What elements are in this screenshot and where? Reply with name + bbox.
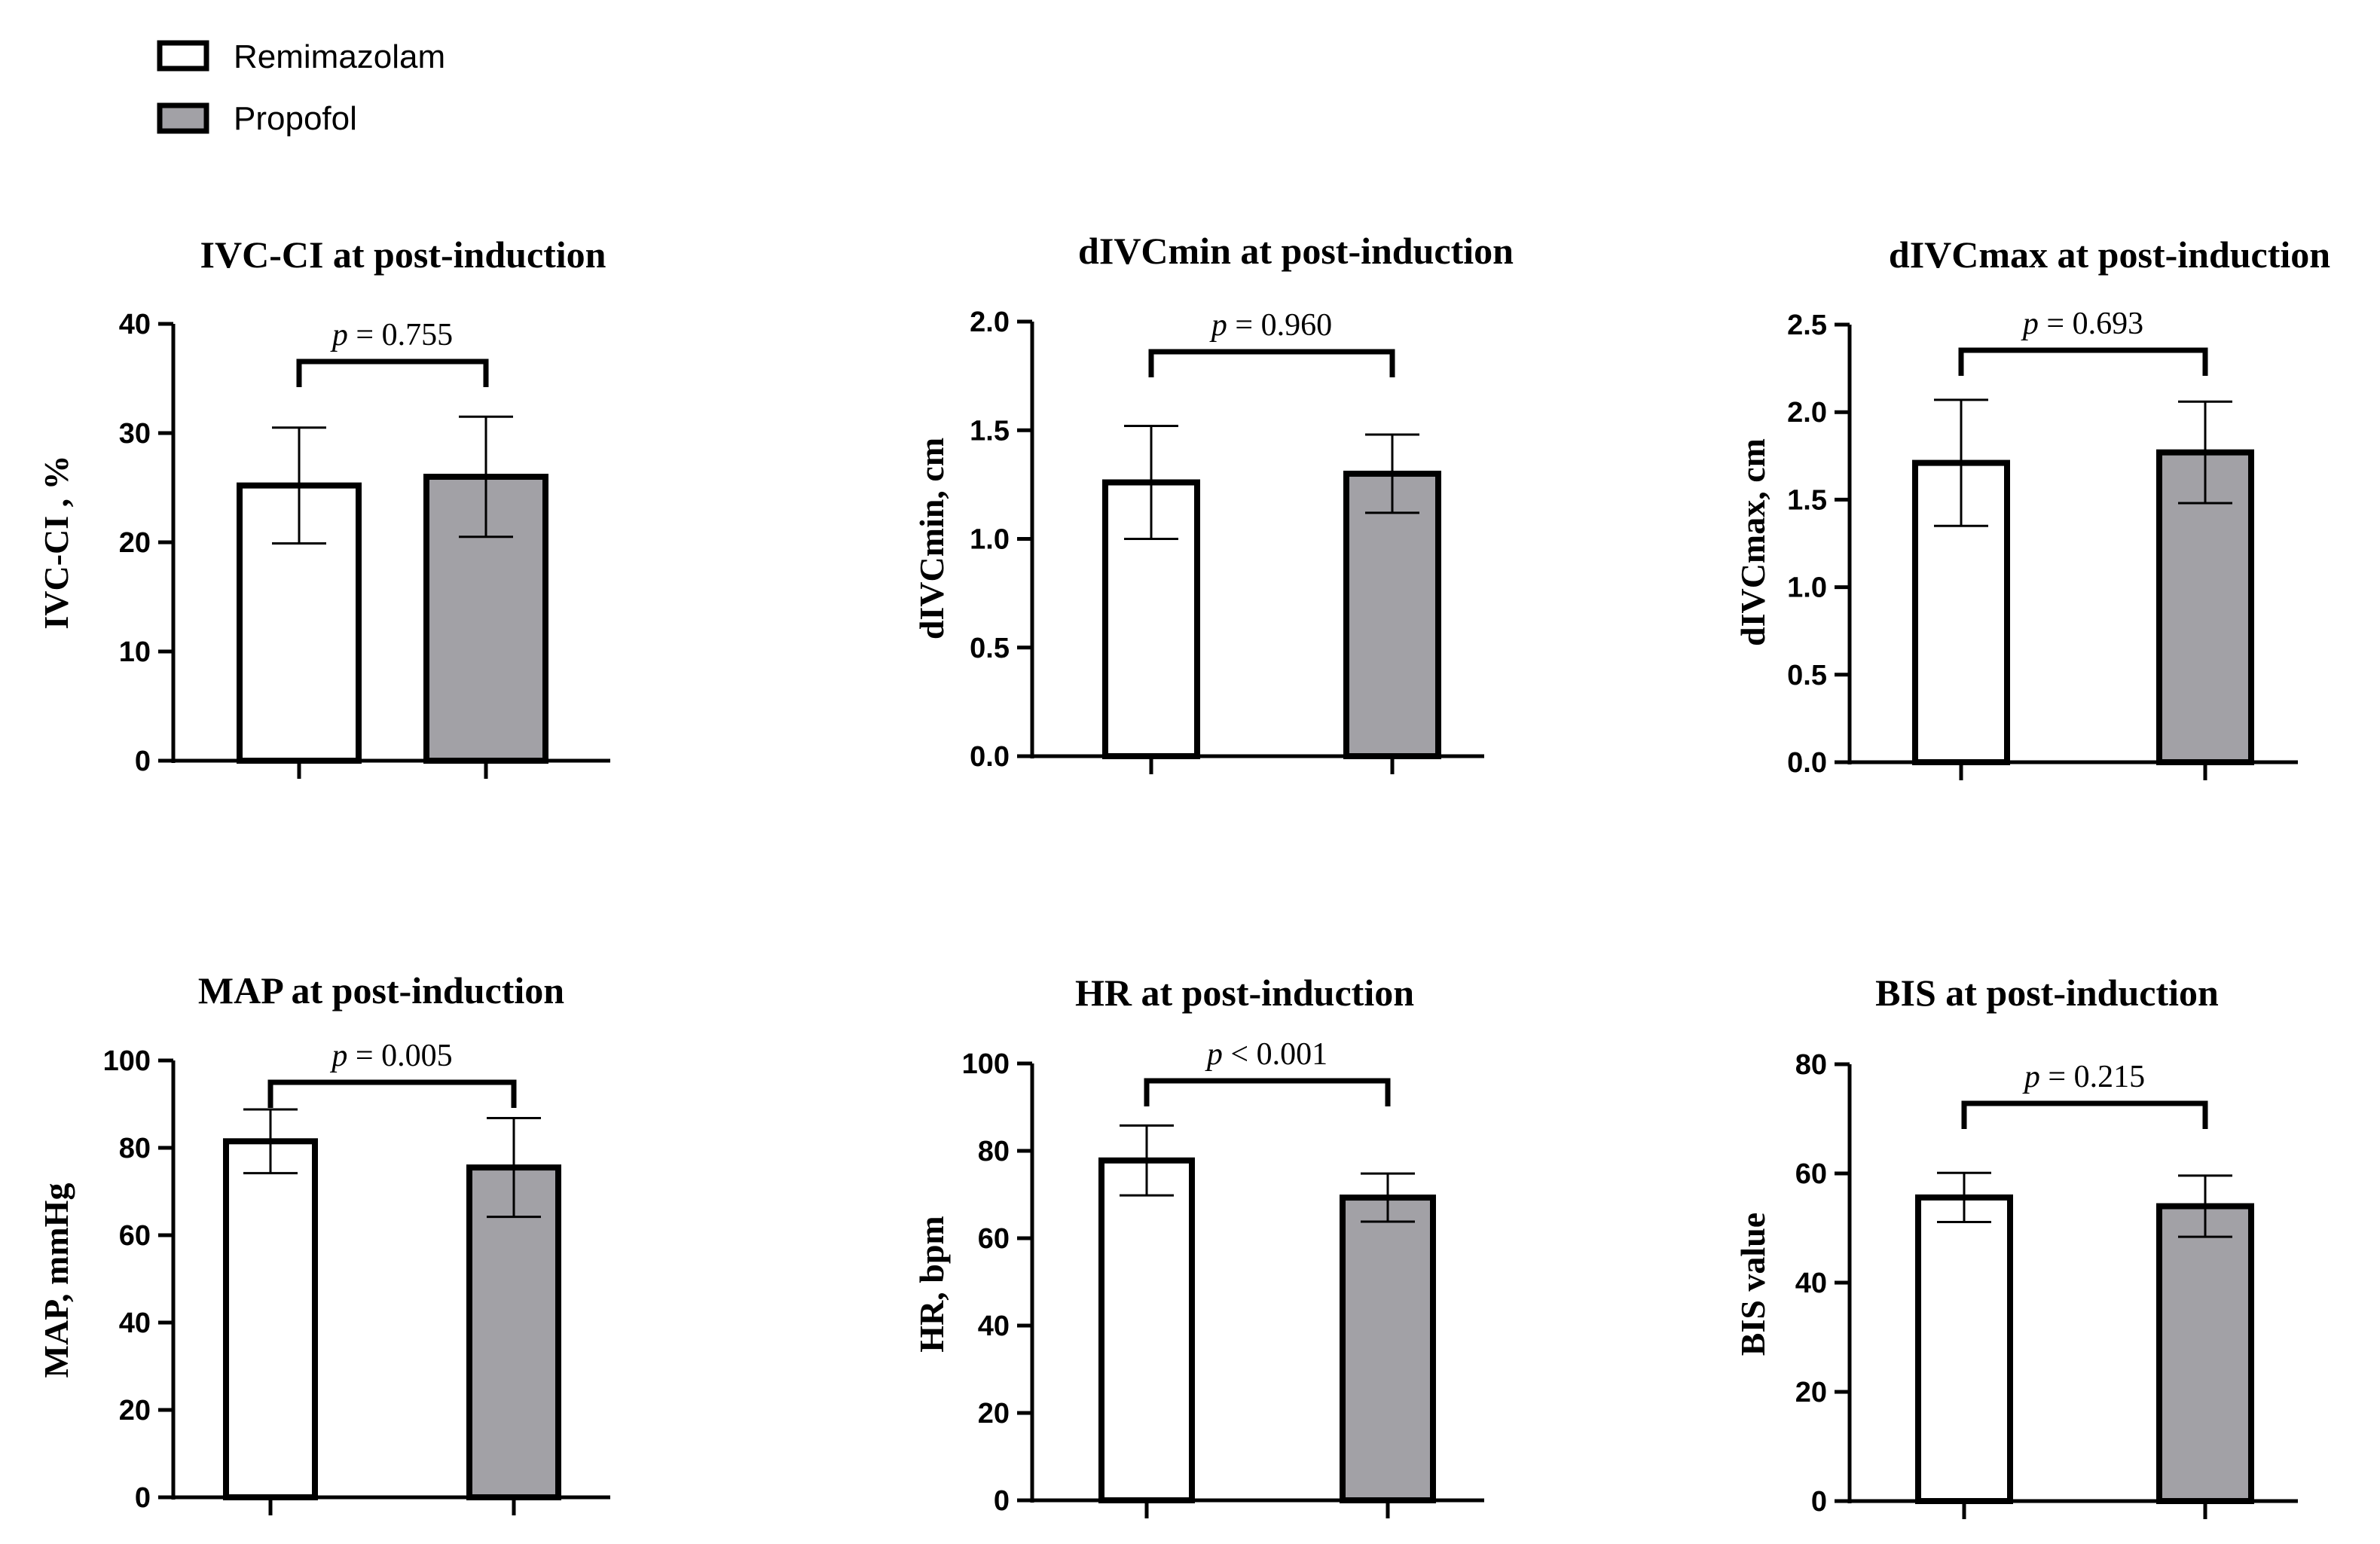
y-tick-label: 100	[103, 1045, 151, 1077]
legend: Remimazolam Propofol	[157, 38, 445, 137]
y-tick-label: 0.5	[1787, 660, 1827, 691]
p-symbol: p	[1209, 308, 1227, 343]
p-symbol: p	[1205, 1037, 1223, 1072]
p-operator-value: = 0.755	[348, 318, 453, 352]
p-operator-value: = 0.693	[2039, 307, 2143, 341]
y-tick-label: 1.5	[1787, 484, 1827, 516]
p-value-label: p = 0.005	[329, 1039, 452, 1073]
p-symbol: p	[2022, 1060, 2040, 1094]
y-tick-label: 2.5	[1787, 310, 1827, 341]
p-value-label: p < 0.001	[1205, 1037, 1327, 1072]
chart-panel-4: MAP at post-induction MAP, mmHg 0 20 40 60 80 1…	[37, 969, 610, 1515]
p-operator-value: = 0.960	[1227, 308, 1332, 343]
significance-bracket	[1144, 1078, 1391, 1106]
significance-bracket	[296, 359, 489, 387]
legend-item-remimazolam: Remimazolam	[157, 38, 445, 75]
y-axis-label: IVC-CI , %	[37, 455, 75, 629]
y-tick-label: 20	[119, 1395, 151, 1427]
y-tick-label: 40	[1795, 1268, 1827, 1299]
chart-panel-5: HR at post-induction HR, bpm 0 20 40 60 80 100 p…	[912, 972, 1484, 1518]
legend-swatch-remimazolam	[157, 40, 209, 72]
p-value-label: p = 0.215	[2022, 1060, 2145, 1094]
y-tick-label: 40	[119, 309, 151, 340]
p-value-label: p = 0.693	[2021, 307, 2143, 341]
y-tick-label: 0.0	[1787, 747, 1827, 779]
y-tick-label: 0.5	[970, 633, 1010, 664]
y-axis-label: BIS value	[1734, 1213, 1772, 1356]
chart-panels: IVC-CI at post-induction IVC-CI , % 0 10 20 3…	[37, 230, 2330, 1519]
p-operator-value: = 0.215	[2040, 1060, 2145, 1094]
legend-label-propofol: Propofol	[234, 100, 357, 137]
chart-title: BIS at post-induction	[1875, 972, 2219, 1014]
bar-remimazolam	[1915, 1194, 2013, 1505]
y-axis-label: dIVCmin, cm	[912, 438, 951, 639]
y-tick-label: 60	[978, 1223, 1010, 1255]
bar-propofol	[1343, 470, 1441, 759]
chart-title: MAP at post-induction	[198, 969, 564, 1012]
y-tick-label: 60	[119, 1220, 151, 1252]
significance-bracket	[1148, 349, 1395, 377]
y-tick-label: 10	[119, 636, 151, 668]
y-tick-label: 40	[119, 1308, 151, 1339]
y-tick-label: 0.0	[970, 741, 1010, 773]
y-axis-label: dIVCmax, cm	[1734, 438, 1772, 646]
y-tick-label: 0	[135, 746, 151, 777]
chart-title: IVC-CI at post-induction	[200, 233, 606, 276]
bar-propofol	[2156, 1203, 2254, 1504]
y-tick-label: 0	[135, 1482, 151, 1514]
bar-remimazolam	[1098, 1157, 1195, 1503]
y-tick-label: 40	[978, 1311, 1010, 1342]
chart-panel-2: dIVCmin at post-induction dIVCmin, cm 0.0 0…	[912, 230, 1514, 774]
chart-panel-3: dIVCmax at post-induction dIVCmax, cm 0.0 0…	[1734, 233, 2330, 780]
y-tick-label: 2.0	[1787, 397, 1827, 429]
y-tick-label: 80	[1795, 1049, 1827, 1081]
p-value-label: p = 0.960	[1209, 308, 1332, 343]
y-tick-label: 80	[119, 1133, 151, 1164]
y-tick-label: 2.0	[970, 307, 1010, 338]
chart-title: dIVCmax at post-induction	[1889, 233, 2330, 276]
significance-bracket	[1961, 1100, 2208, 1129]
significance-bracket	[1958, 347, 2208, 376]
y-tick-label: 20	[1795, 1377, 1827, 1408]
y-tick-label: 0	[1811, 1486, 1827, 1518]
p-symbol: p	[2021, 307, 2039, 341]
chart-panel-1: IVC-CI at post-induction IVC-CI , % 0 10 20 3…	[37, 233, 610, 779]
significance-bracket	[267, 1079, 517, 1108]
bar-propofol	[1340, 1195, 1436, 1504]
p-operator-value: = 0.005	[347, 1039, 452, 1073]
y-axis-label: MAP, mmHg	[37, 1183, 75, 1378]
p-value-label: p = 0.755	[330, 318, 453, 352]
y-tick-label: 1.0	[970, 524, 1010, 556]
y-tick-label: 80	[978, 1136, 1010, 1167]
legend-label-remimazolam: Remimazolam	[234, 38, 445, 75]
y-tick-label: 60	[1795, 1158, 1827, 1190]
y-tick-label: 30	[119, 418, 151, 450]
y-tick-label: 100	[962, 1048, 1010, 1080]
y-tick-label: 20	[978, 1398, 1010, 1430]
p-operator-value: < 0.001	[1223, 1037, 1327, 1072]
chart-title: dIVCmin at post-induction	[1078, 230, 1514, 272]
y-tick-label: 1.0	[1787, 572, 1827, 604]
legend-item-propofol: Propofol	[157, 100, 357, 137]
y-tick-label: 1.5	[970, 415, 1010, 447]
y-tick-label: 0	[994, 1485, 1010, 1517]
y-tick-label: 20	[119, 527, 151, 559]
p-symbol: p	[329, 1039, 347, 1073]
chart-title: HR at post-induction	[1075, 972, 1414, 1014]
legend-swatch-propofol	[157, 102, 209, 134]
p-symbol: p	[330, 318, 348, 352]
bar-remimazolam	[223, 1138, 318, 1501]
chart-panel-6: BIS at post-induction BIS value 0 20 40 60 80 p…	[1734, 972, 2298, 1519]
y-axis-label: HR, bpm	[912, 1216, 951, 1352]
